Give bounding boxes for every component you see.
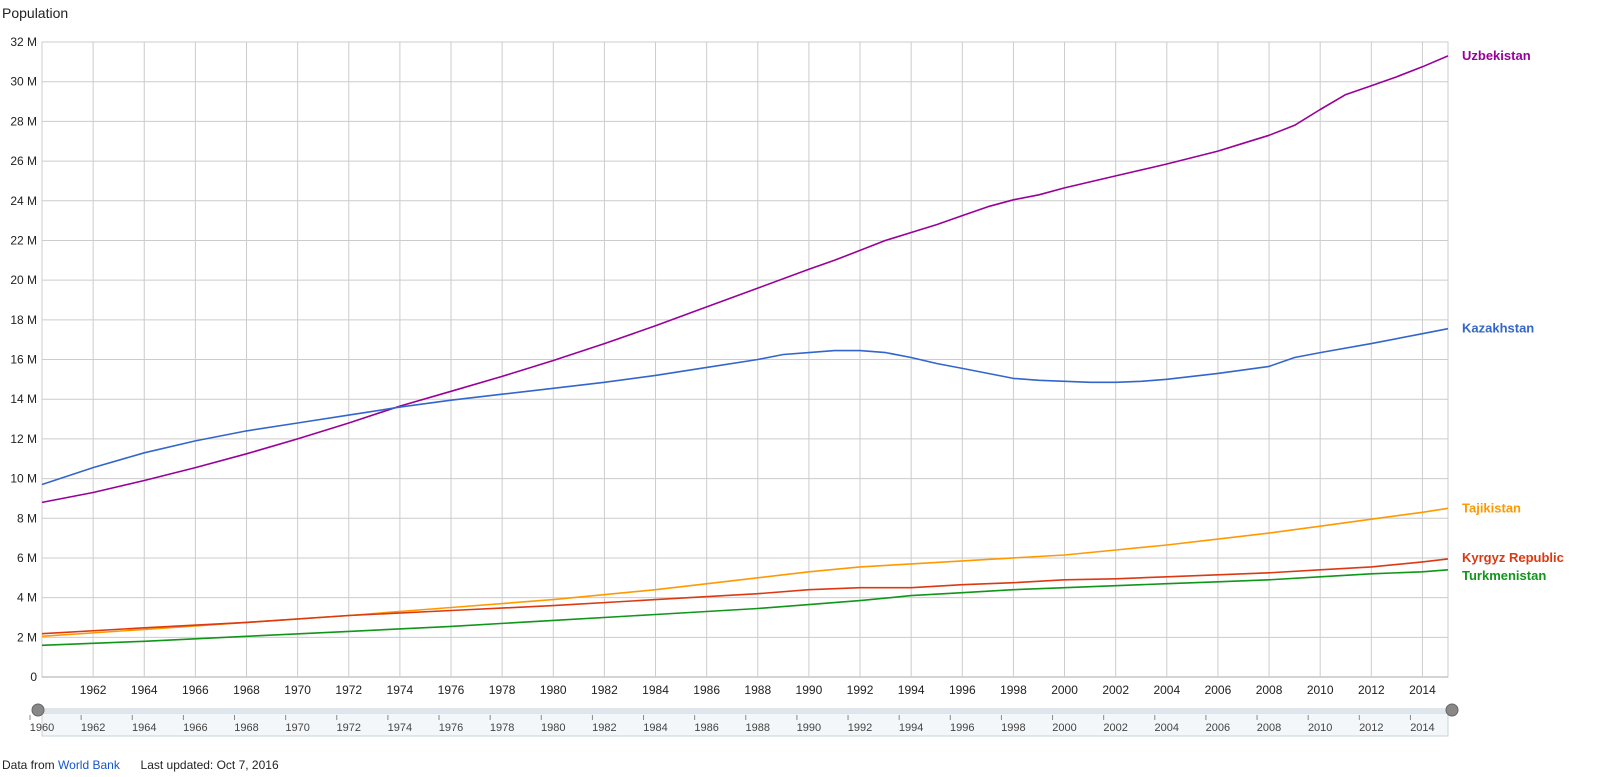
x-tick-label: 1992 (847, 683, 874, 697)
y-tick-label: 28 M (10, 114, 37, 128)
range-selection-bar[interactable] (42, 708, 1448, 713)
range-start-handle[interactable] (31, 703, 45, 717)
series-line-kazakhstan[interactable] (41, 327, 1449, 486)
x-tick-label: 2010 (1307, 683, 1334, 697)
y-tick-label: 16 M (10, 353, 37, 367)
range-tick-label: 2004 (1155, 722, 1179, 734)
series-line-tajikistan[interactable] (41, 507, 1449, 638)
y-tick-label: 10 M (10, 472, 37, 486)
range-tick-label: 2006 (1206, 722, 1230, 734)
range-tick-label: 2014 (1410, 722, 1434, 734)
series-line-uzbekistan[interactable] (41, 55, 1449, 504)
series-labels: Uzbekistan Kazakhstan Tajikistan Kyrgyz Rep… (1462, 48, 1564, 583)
footer: Data from World Bank Last updated: Oct 7… (2, 758, 279, 772)
series-lines (41, 55, 1449, 647)
range-end-handle[interactable] (1445, 703, 1459, 717)
world-bank-link[interactable]: World Bank (58, 758, 120, 772)
x-tick-label: 1988 (744, 683, 771, 697)
y-tick-label: 8 M (17, 511, 37, 525)
range-tick-label: 1964 (132, 722, 156, 734)
x-tick-label: 1996 (949, 683, 976, 697)
series-label-kyrgyz-republic: Kyrgyz Republic (1462, 550, 1564, 565)
series-line-kyrgyz-republic[interactable] (41, 558, 1449, 635)
y-axis-title: Population (2, 5, 69, 21)
range-tick-label: 2000 (1052, 722, 1076, 734)
range-tick-label: 1990 (797, 722, 821, 734)
range-tick-label: 1988 (746, 722, 770, 734)
footer-prefix: Data from (2, 758, 55, 772)
range-tick-label: 1996 (950, 722, 974, 734)
x-tick-label: 2006 (1205, 683, 1232, 697)
range-selector: 1960 1962 1964 1966 1968 1970 1972 1974 1976 1978… (29, 703, 1459, 737)
range-tick-label: 1986 (694, 722, 718, 734)
range-tick-label: 2010 (1308, 722, 1332, 734)
x-tick-label: 2012 (1358, 683, 1385, 697)
x-tick-label: 1982 (591, 683, 618, 697)
x-tick-label: 2008 (1256, 683, 1283, 697)
y-tick-label: 20 M (10, 273, 37, 287)
x-tick-label: 1966 (182, 683, 209, 697)
y-tick-label: 22 M (10, 233, 37, 247)
y-tick-label: 32 M (10, 35, 37, 49)
range-tick-label: 1992 (848, 722, 872, 734)
last-updated-text: Last updated: Oct 7, 2016 (140, 758, 279, 772)
series-line-turkmenistan[interactable] (41, 569, 1449, 647)
range-tick-label: 1974 (388, 722, 412, 734)
y-tick-label: 24 M (10, 194, 37, 208)
range-tick-label: 1970 (285, 722, 309, 734)
grid-lines (41, 41, 1449, 678)
range-tick-label: 1998 (1001, 722, 1025, 734)
x-tick-label: 1990 (796, 683, 823, 697)
range-tick-label: 1976 (439, 722, 463, 734)
range-tick-label: 1960 (30, 722, 54, 734)
y-tick-label: 12 M (10, 432, 37, 446)
series-label-tajikistan: Tajikistan (1462, 500, 1521, 515)
range-tick-label: 1980 (541, 722, 565, 734)
x-tick-label: 2004 (1153, 683, 1180, 697)
range-tick-label: 1966 (183, 722, 207, 734)
series-label-uzbekistan: Uzbekistan (1462, 48, 1531, 63)
x-tick-label: 1984 (642, 683, 669, 697)
x-tick-label: 1962 (80, 683, 107, 697)
x-tick-label: 1970 (284, 683, 311, 697)
x-tick-label: 1994 (898, 683, 925, 697)
x-axis-ticks: 1962 1964 1966 1968 1970 1972 1974 1976 1978 1980… (80, 683, 1436, 697)
x-tick-label: 2000 (1051, 683, 1078, 697)
x-tick-label: 1974 (387, 683, 414, 697)
y-tick-label: 14 M (10, 392, 37, 406)
x-tick-label: 1972 (335, 683, 362, 697)
x-tick-label: 2014 (1409, 683, 1436, 697)
range-tick-label: 1968 (234, 722, 258, 734)
y-tick-label: 6 M (17, 551, 37, 565)
range-tick-label: 1982 (592, 722, 616, 734)
y-tick-label: 18 M (10, 313, 37, 327)
x-tick-label: 2002 (1102, 683, 1129, 697)
x-tick-label: 1968 (233, 683, 260, 697)
range-tick-label: 2008 (1257, 722, 1281, 734)
range-tick-label: 1994 (899, 722, 923, 734)
y-tick-label: 30 M (10, 75, 37, 89)
range-tick-label: 2002 (1103, 722, 1127, 734)
x-tick-label: 1980 (540, 683, 567, 697)
series-label-turkmenistan: Turkmenistan (1462, 568, 1546, 583)
x-tick-label: 1986 (693, 683, 720, 697)
range-tick-label: 1962 (81, 722, 105, 734)
range-tick-label: 2012 (1359, 722, 1383, 734)
x-tick-label: 1998 (1000, 683, 1027, 697)
x-tick-label: 1978 (489, 683, 516, 697)
range-tick-label: 1972 (337, 722, 361, 734)
range-tick-label: 1984 (643, 722, 667, 734)
x-tick-label: 1964 (131, 683, 158, 697)
range-tick-label: 1978 (490, 722, 514, 734)
series-label-kazakhstan: Kazakhstan (1462, 321, 1534, 336)
y-tick-label: 0 (30, 670, 37, 684)
y-tick-label: 4 M (17, 591, 37, 605)
y-axis-ticks: 0 2 M 4 M 6 M 8 M 10 M 12 M 14 M 16 M 18 M 20 M 22 … (10, 35, 37, 684)
y-tick-label: 2 M (17, 630, 37, 644)
y-tick-label: 26 M (10, 154, 37, 168)
x-tick-label: 1976 (438, 683, 465, 697)
